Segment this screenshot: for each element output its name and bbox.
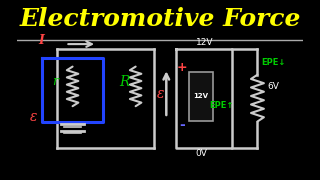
Text: r: r — [52, 75, 58, 88]
Text: 0V: 0V — [196, 149, 207, 158]
Text: EPE↓: EPE↓ — [261, 58, 285, 67]
Text: Electromotive Force: Electromotive Force — [19, 7, 301, 31]
Text: EPE↑: EPE↑ — [209, 101, 234, 110]
Text: +: + — [176, 61, 187, 74]
Text: I: I — [38, 34, 44, 47]
Bar — [189, 72, 213, 121]
Text: 6V: 6V — [268, 82, 280, 91]
Text: 12V: 12V — [196, 38, 213, 47]
Text: ε: ε — [30, 110, 38, 124]
Text: ε: ε — [157, 87, 164, 101]
Text: -: - — [180, 118, 185, 132]
Text: 12V: 12V — [193, 93, 208, 99]
Text: R: R — [119, 75, 129, 89]
